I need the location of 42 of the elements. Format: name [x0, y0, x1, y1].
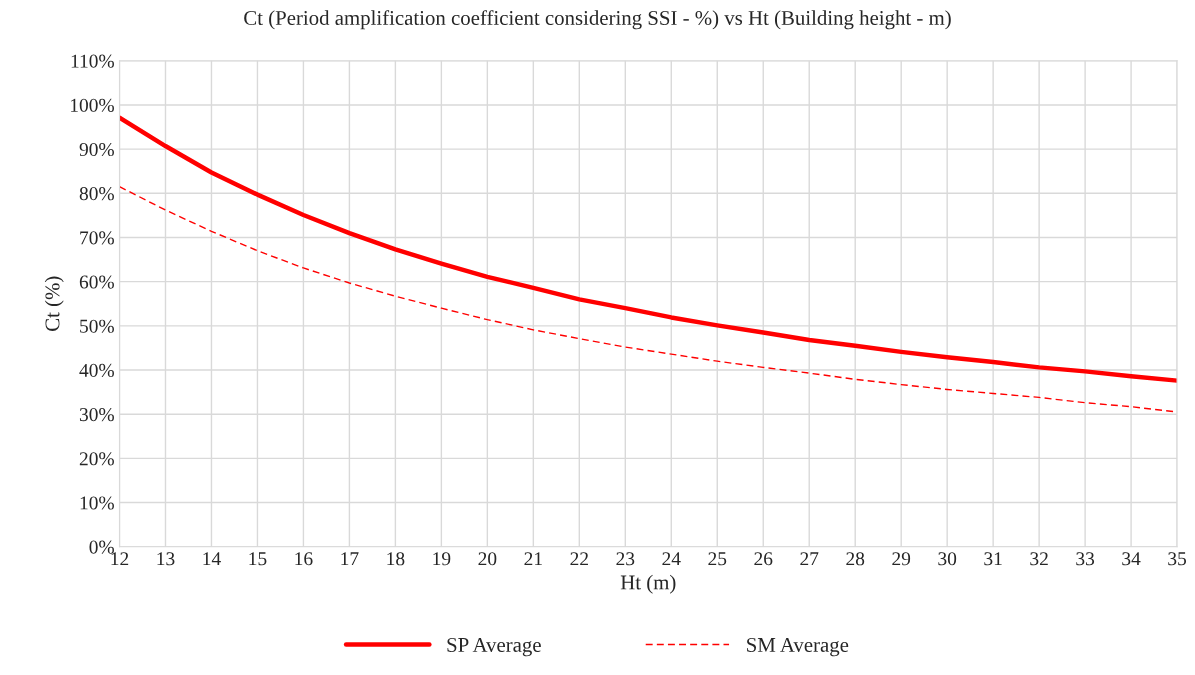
y-tick-label: 60% — [79, 275, 114, 289]
x-tick-label: 28 — [846, 552, 865, 566]
x-tick-label: 20 — [478, 552, 497, 566]
legend-label: SM Average — [747, 637, 849, 657]
x-tick-label: 35 — [1168, 552, 1187, 566]
x-tick-label: 25 — [708, 552, 727, 566]
y-axis-title: Ct (%) — [44, 276, 64, 331]
y-tick-label: 0% — [89, 540, 114, 554]
line-series — [119, 115, 1178, 383]
x-axis-title: Ht (m) — [620, 574, 676, 594]
x-tick-label: 31 — [984, 552, 1002, 566]
x-tick-label: 24 — [662, 552, 681, 566]
y-tick-label: 80% — [79, 187, 114, 201]
x-tick-label: 17 — [341, 552, 359, 566]
x-tick-label: 23 — [616, 552, 635, 566]
x-tick-label: 27 — [800, 552, 819, 566]
x-tick-label: 19 — [433, 552, 451, 566]
x-tick-label: 18 — [387, 552, 405, 566]
x-tick-label: 14 — [203, 552, 221, 566]
x-tick-label: 16 — [295, 552, 313, 566]
x-tick-label: 30 — [938, 552, 957, 566]
y-tick-label: 90% — [79, 142, 114, 157]
x-tick-label: 22 — [570, 552, 588, 566]
x-tick-label: 29 — [892, 552, 911, 566]
x-tick-label: 32 — [1030, 552, 1048, 566]
y-tick-label: 100% — [70, 98, 114, 112]
y-tick-label: 110% — [71, 54, 114, 68]
x-tick-label: 33 — [1076, 552, 1095, 566]
y-tick-label: 40% — [79, 363, 114, 378]
x-tick-label: 15 — [249, 552, 267, 566]
y-tick-label: 10% — [80, 496, 114, 510]
y-tick-label: 30% — [79, 408, 114, 422]
y-tick-label: 20% — [79, 452, 114, 466]
x-tick-label: 13 — [157, 552, 175, 566]
legend-label: SP Average — [447, 637, 541, 657]
y-tick-label: 70% — [80, 231, 114, 245]
x-tick-label: 34 — [1122, 552, 1141, 566]
x-tick-label: 21 — [524, 552, 542, 566]
chart-title: Ct (Period amplification coefficient considering SSI - %) vs Ht (Building height - m) — [244, 10, 951, 30]
x-tick-label: 26 — [754, 552, 773, 566]
y-tick-label: 50% — [80, 319, 114, 333]
x-tick-label: 12 — [111, 552, 129, 566]
